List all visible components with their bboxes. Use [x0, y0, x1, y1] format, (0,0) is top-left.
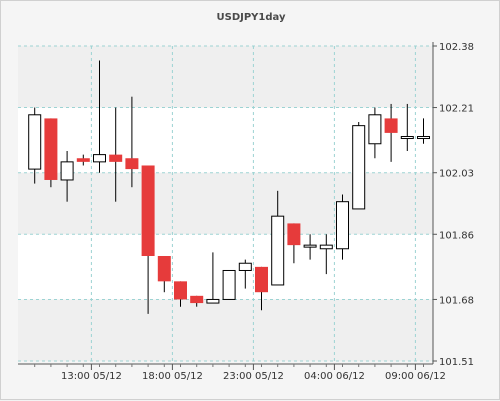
- candle-body-down: [287, 223, 301, 246]
- candle-body-down: [255, 266, 268, 293]
- y-tick-label: 101.86: [439, 230, 474, 241]
- y-tick-label: 102.38: [439, 42, 474, 53]
- candle-body-up: [238, 262, 252, 271]
- y-tick-label: 102.21: [439, 104, 474, 115]
- candle-body-down: [125, 158, 139, 170]
- x-tick-label: 13:00 05/12: [61, 371, 122, 382]
- y-tick-label: 101.51: [439, 357, 474, 368]
- candle-body-up: [336, 201, 349, 250]
- candle-body-up: [368, 114, 382, 145]
- grid-band: [18, 172, 433, 235]
- candle-body-up: [93, 154, 106, 163]
- candle-body-down: [384, 118, 398, 133]
- candle-body-down: [141, 165, 155, 256]
- x-tick-label: 09:00 06/12: [385, 371, 446, 382]
- candle-body-down: [76, 158, 90, 162]
- candle-body-up: [60, 161, 74, 181]
- candle-body-down: [174, 281, 187, 300]
- y-tick-label: 102.03: [439, 169, 474, 180]
- candle-body-up: [271, 215, 285, 286]
- candle-body-up: [222, 269, 236, 300]
- candle-body-up: [400, 136, 414, 140]
- grid-band: [18, 46, 433, 108]
- candle-body-down: [157, 256, 171, 282]
- candle-body-down: [190, 295, 204, 304]
- y-tick-label: 101.68: [439, 295, 474, 306]
- candle-body-up: [352, 125, 366, 210]
- x-tick-label: 04:00 06/12: [304, 371, 365, 382]
- candle-body-up: [303, 244, 317, 248]
- candle-body-up: [417, 136, 430, 140]
- grid-band: [18, 299, 433, 361]
- candle-body-up: [319, 244, 333, 250]
- chart-title: USDJPY1day: [216, 12, 286, 23]
- candle-body-down: [44, 118, 58, 180]
- candle-body-up: [206, 298, 220, 304]
- x-tick-label: 23:00 05/12: [223, 371, 284, 382]
- candle-body-down: [109, 154, 123, 162]
- x-tick-label: 18:00 05/12: [142, 371, 203, 382]
- candle-body-up: [28, 114, 42, 170]
